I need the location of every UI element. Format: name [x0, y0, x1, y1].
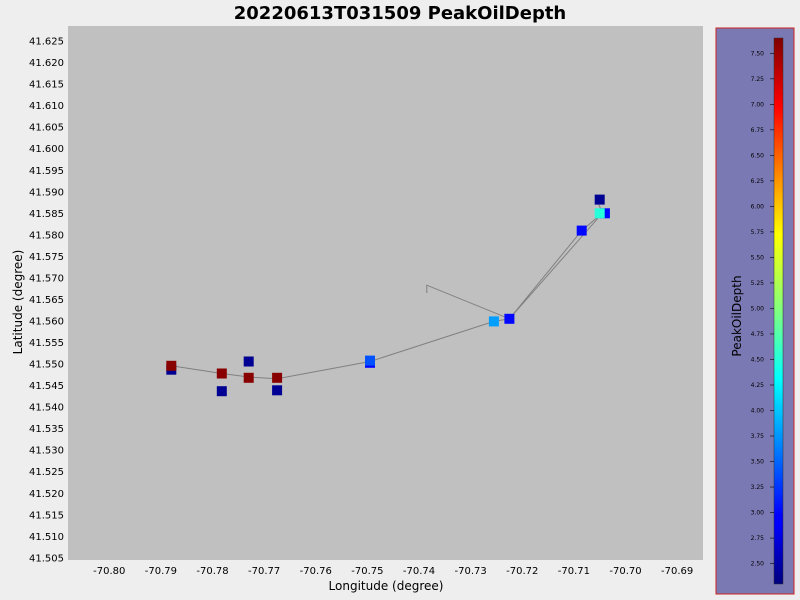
- x-tick-label: -70.71: [558, 566, 590, 577]
- colorbar-tick-label: 5.75: [751, 229, 765, 236]
- x-tick-label: -70.72: [506, 566, 538, 577]
- data-point: [272, 372, 283, 383]
- data-point: [216, 368, 227, 379]
- y-tick-label: 41.520: [29, 489, 64, 500]
- y-tick-label: 41.575: [29, 252, 64, 263]
- y-tick-label: 41.590: [29, 187, 64, 198]
- x-axis-label: Longitude (degree): [329, 579, 444, 593]
- data-point: [272, 385, 283, 396]
- y-axis: 41.505 41.510 41.515 41.520 41.525 41.530 41.5…: [29, 37, 64, 565]
- y-tick-label: 41.535: [29, 424, 64, 435]
- y-tick-label: 41.605: [29, 123, 64, 134]
- data-point: [216, 386, 227, 397]
- x-tick-label: -70.75: [351, 566, 383, 577]
- y-tick-label: 41.550: [29, 360, 64, 371]
- colorbar-tick-label: 3.75: [751, 433, 765, 440]
- colorbar-tick-label: 5.00: [751, 305, 765, 312]
- y-tick-label: 41.555: [29, 338, 64, 349]
- data-point: [166, 360, 177, 371]
- colorbar-tick-label: 4.50: [751, 356, 765, 363]
- y-tick-label: 41.505: [29, 553, 64, 564]
- y-tick-label: 41.570: [29, 273, 64, 284]
- x-tick-label: -70.76: [300, 566, 332, 577]
- y-tick-label: 41.600: [29, 144, 64, 155]
- x-tick-label: -70.73: [455, 566, 487, 577]
- y-tick-label: 41.540: [29, 403, 64, 414]
- colorbar-tick-label: 3.50: [751, 459, 765, 466]
- colorbar-tick-label: 6.25: [751, 178, 765, 185]
- y-tick-label: 41.580: [29, 230, 64, 241]
- data-point: [243, 372, 254, 383]
- x-tick-label: -70.70: [609, 566, 641, 577]
- colorbar-tick-label: 7.00: [751, 101, 765, 108]
- colorbar-tick-label: 5.25: [751, 280, 765, 287]
- x-tick-label: -70.74: [403, 566, 435, 577]
- colorbar-gradient: [773, 37, 784, 585]
- data-point: [594, 194, 605, 205]
- colorbar-tick-label: 6.50: [751, 152, 765, 159]
- colorbar-tick-label: 4.00: [751, 408, 765, 415]
- y-tick-label: 41.560: [29, 316, 64, 327]
- y-tick-label: 41.525: [29, 467, 64, 478]
- colorbar-tick-label: 2.75: [751, 535, 765, 542]
- data-point: [594, 208, 605, 219]
- y-tick-label: 41.610: [29, 101, 64, 112]
- y-tick-label: 41.545: [29, 381, 64, 392]
- colorbar-label: PeakOilDepth: [730, 275, 744, 356]
- colorbar-tick-label: 4.75: [751, 331, 765, 338]
- data-point: [365, 355, 375, 366]
- chart-title: 20220613T031509 PeakOilDepth: [234, 3, 567, 24]
- y-tick-label: 41.585: [29, 209, 64, 220]
- x-tick-label: -70.69: [661, 566, 693, 577]
- data-point: [243, 356, 254, 367]
- data-point: [599, 208, 610, 219]
- colorbar-tick-label: 4.25: [751, 382, 765, 389]
- x-axis: -70.80 -70.79 -70.78 -70.77 -70.76 -70.75 -70.…: [93, 566, 693, 577]
- y-axis-label: Latitude (degree): [11, 250, 25, 355]
- y-tick-label: 41.620: [29, 58, 64, 69]
- y-tick-label: 41.625: [29, 37, 64, 48]
- y-tick-label: 41.565: [29, 295, 64, 306]
- x-tick-label: -70.79: [145, 566, 177, 577]
- colorbar-tick-label: 5.50: [751, 254, 765, 261]
- data-point: [504, 313, 515, 324]
- y-tick-label: 41.510: [29, 532, 64, 543]
- y-tick-label: 41.615: [29, 80, 64, 91]
- colorbar-tick-label: 3.25: [751, 484, 765, 491]
- colorbar-tick-label: 6.75: [751, 127, 765, 134]
- colorbar-tick-label: 3.00: [751, 510, 765, 517]
- colorbar-tick-label: 7.50: [751, 50, 765, 57]
- colorbar-ticks: 2.50 2.75 3.00 3.25 3.50 3.75 4.00 4.25 4.50 4.75…: [751, 50, 774, 568]
- y-tick-label: 41.530: [29, 446, 64, 457]
- data-point: [576, 225, 587, 236]
- data-point: [488, 316, 499, 327]
- colorbar: 2.50 2.75 3.00 3.25 3.50 3.75 4.00 4.25 4.50 4.75…: [715, 27, 795, 595]
- x-tick-label: -70.77: [248, 566, 280, 577]
- point-layer: [166, 194, 610, 397]
- x-tick-label: -70.80: [93, 566, 125, 577]
- colorbar-tick-label: 6.00: [751, 203, 765, 210]
- x-tick-label: -70.78: [196, 566, 228, 577]
- plot-area: [68, 26, 703, 560]
- y-tick-label: 41.595: [29, 166, 64, 177]
- colorbar-tick-label: 7.25: [751, 76, 765, 83]
- colorbar-tick-label: 2.50: [751, 561, 765, 568]
- y-tick-label: 41.515: [29, 510, 64, 521]
